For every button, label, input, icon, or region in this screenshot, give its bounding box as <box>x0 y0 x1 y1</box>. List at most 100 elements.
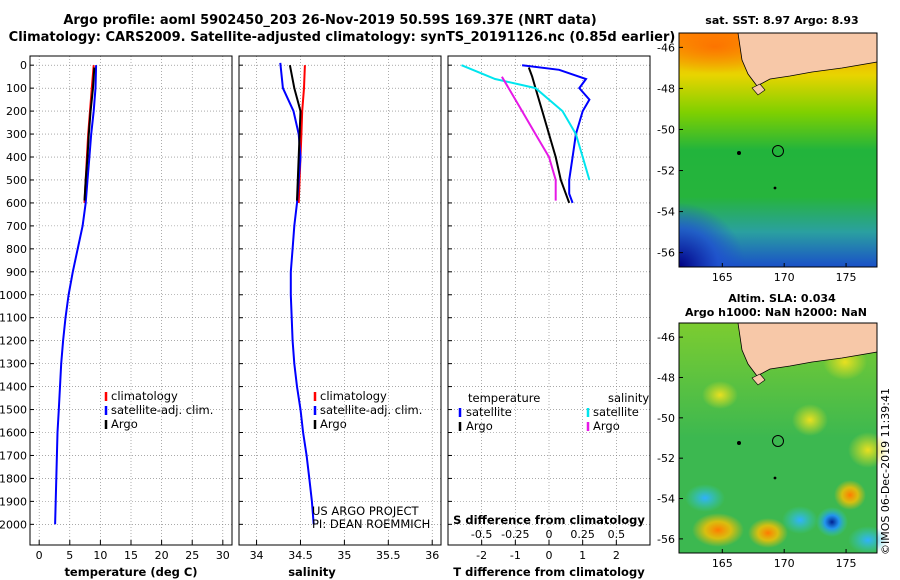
sst-frame <box>678 32 878 268</box>
map-lat-label: -48 <box>657 82 675 95</box>
series-line-s-satellite <box>461 64 591 181</box>
map-lat-label: -52 <box>657 452 675 465</box>
sla-blob <box>692 513 744 547</box>
depth-tick-label: 500 <box>6 174 27 187</box>
x-tick-label: 35 <box>337 549 351 562</box>
legend-label: Argo <box>466 419 493 433</box>
legend-label: Argo <box>320 417 347 431</box>
legend-label: climatology <box>320 389 387 403</box>
depth-tick-label: 300 <box>6 128 27 141</box>
sst-argo-marker <box>772 145 784 157</box>
legend-label: satellite-adj. clim. <box>320 403 422 417</box>
x-tick-label: 0 <box>36 549 43 562</box>
sst-map: sat. SST: 8.97 Argo: 8.93 <box>657 14 878 284</box>
map-lon-label: 175 <box>836 271 857 284</box>
map-lat-label: -46 <box>657 41 675 54</box>
series-line-argo <box>288 65 302 201</box>
depth-tick-label: 400 <box>6 151 27 164</box>
x-axis-label: T difference from climatology <box>453 565 645 579</box>
legend-label: salinity <box>608 391 649 405</box>
sla-blob <box>782 506 818 534</box>
legend-label: temperature <box>468 391 540 405</box>
depth-tick-label: 1600 <box>0 427 27 440</box>
s-tick-label: 0.5 <box>608 528 626 541</box>
depth-tick-label: 1200 <box>0 335 27 348</box>
series-line-argo <box>83 67 96 201</box>
series-line-t-argo <box>527 67 571 204</box>
map-lon-label: 175 <box>836 557 857 570</box>
sst-island-small <box>737 151 741 155</box>
map-lon-label: 170 <box>774 271 795 284</box>
x-tick-label: 20 <box>155 549 169 562</box>
s-tick-label: 0.25 <box>570 528 595 541</box>
series-line-satellite-adj-clim- <box>279 62 315 525</box>
legend-label: satellite-adj. clim. <box>111 403 213 417</box>
map-lat-label: -46 <box>657 331 675 344</box>
x-tick-label: 25 <box>185 549 199 562</box>
s-axis-label: S difference from climatology <box>453 513 645 527</box>
x-tick-label: 15 <box>124 549 138 562</box>
series-line-s-argo <box>501 76 557 201</box>
sla-map: Altim. SLA: 0.034 Argo h1000: NaN h2000:… <box>657 292 888 570</box>
project-annotation: US ARGO PROJECT <box>312 504 420 518</box>
depth-tick-label: 100 <box>6 82 27 95</box>
depth-tick-label: 0 <box>20 59 27 72</box>
map-lon-label: 170 <box>774 557 795 570</box>
legend-label: satellite <box>466 405 512 419</box>
x-tick-label: 10 <box>93 549 107 562</box>
salinity-panel: 34 34.5 35 35.5 36 salinity climatologysatelli… <box>238 55 442 579</box>
depth-tick-label: 1500 <box>0 404 27 417</box>
depth-tick-label: 1900 <box>0 495 27 508</box>
sla-map-title: Altim. SLA: 0.034 <box>728 292 836 305</box>
depth-tick-label: 200 <box>6 105 27 118</box>
sst-axes: -46 -48 -50 -52 -54 -56 165 170 175 <box>657 41 857 284</box>
map-lat-label: -54 <box>657 493 675 506</box>
sla-blob <box>816 507 848 537</box>
x-axis-label: temperature (deg C) <box>64 565 197 579</box>
sla-frame <box>678 322 878 554</box>
project-annotation: PI: DEAN ROEMMICH <box>312 517 430 531</box>
depth-axis: 0 100 200 300 400 500 600 700 800 900 1000 1100 1200… <box>0 59 27 531</box>
x-tick-label: -2 <box>476 549 487 562</box>
x-tick-label: 35.5 <box>376 549 401 562</box>
sla-axes: -46 -48 -50 -52 -54 -56 165 170 175 <box>657 331 857 570</box>
sla-blob <box>685 484 725 512</box>
map-lat-label: -50 <box>657 123 675 136</box>
x-axis-label: salinity <box>288 565 336 579</box>
title-line-2: Climatology: CARS2009. Satellite-adjuste… <box>9 30 676 45</box>
sla-blob <box>848 526 888 554</box>
map-lon-label: 165 <box>712 271 733 284</box>
depth-tick-label: 600 <box>6 197 27 210</box>
depth-tick-label: 1000 <box>0 289 27 302</box>
credit-text: ©IMOS 06-Dec-2019 11:39:41 <box>879 388 892 555</box>
x-tick-label: 34.5 <box>288 549 313 562</box>
plot-frame <box>238 55 442 546</box>
depth-tick-label: 1100 <box>0 312 27 325</box>
x-tick-label: 1 <box>579 549 586 562</box>
legend-label: satellite <box>593 405 639 419</box>
map-lat-label: -56 <box>657 533 675 546</box>
sla-blob <box>834 480 866 510</box>
depth-tick-label: 900 <box>6 266 27 279</box>
depth-tick-label: 1800 <box>0 472 27 485</box>
x-tick-label: 5 <box>66 549 73 562</box>
sla-blob <box>848 432 888 468</box>
depth-tick-label: 1400 <box>0 381 27 394</box>
map-lat-label: -48 <box>657 371 675 384</box>
depth-tick-label: 2000 <box>0 518 27 531</box>
map-lat-label: -54 <box>657 206 675 219</box>
sst-island <box>751 83 766 96</box>
plot-frame <box>29 55 233 546</box>
sla-blob <box>702 381 738 409</box>
temperature-panel: 0 5 10 15 20 25 30 temperature (deg C) climatolo… <box>29 55 233 579</box>
s-tick-label: -0.5 <box>471 528 492 541</box>
legend-label: Argo <box>593 419 620 433</box>
legend-label: climatology <box>111 389 178 403</box>
series-line-t-satellite <box>521 64 591 204</box>
legend-label: Argo <box>111 417 138 431</box>
sla-map-subtitle: Argo h1000: NaN h2000: NaN <box>685 306 867 319</box>
depth-tick-label: 700 <box>6 220 27 233</box>
title-line-1: Argo profile: aoml 5902450_203 26-Nov-20… <box>63 13 596 28</box>
sla-island-small <box>737 441 741 445</box>
